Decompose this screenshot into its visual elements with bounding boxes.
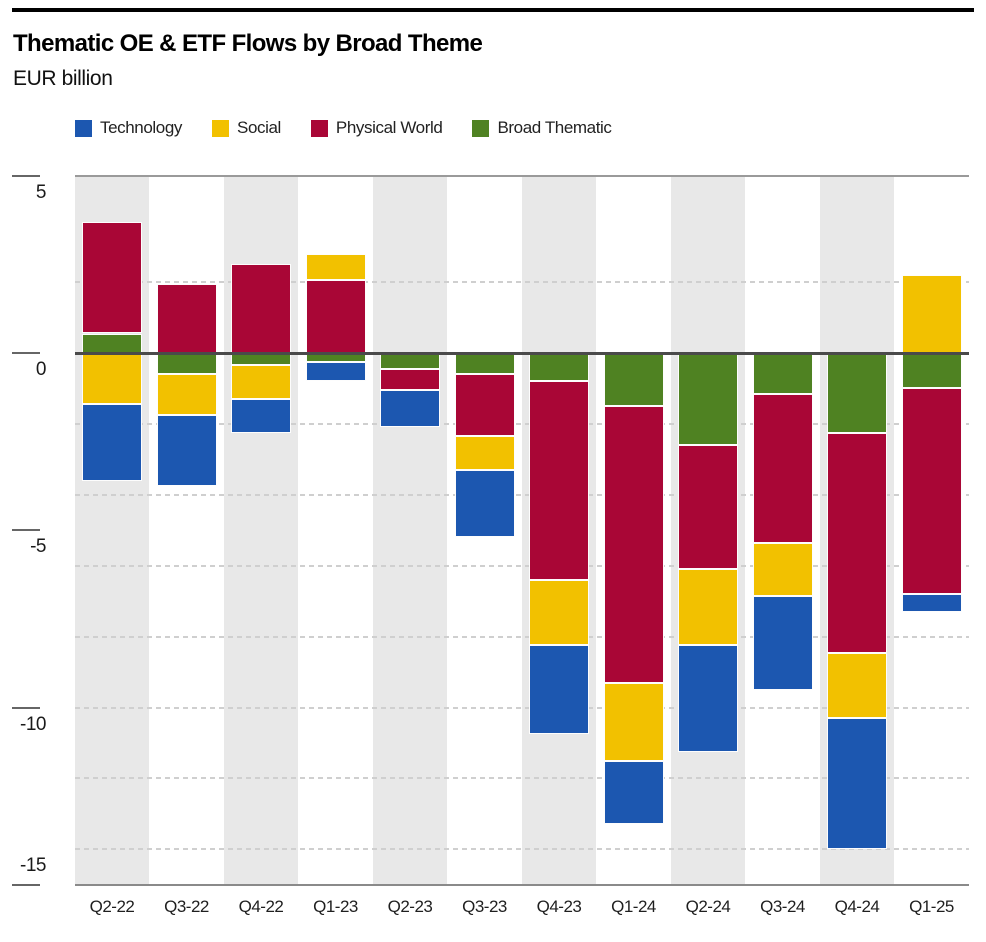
y-tick-label--5: -5 [30,536,46,558]
bar-segment-Q1-24-broad-thematic [603,353,664,407]
title-rule [12,8,974,12]
zero-axis-line [74,351,969,355]
bar-segment-Q2-23-physical-world [380,368,440,391]
bar-segment-Q2-24-technology [678,645,738,752]
bar-segment-Q3-22-technology [156,415,217,486]
legend-item-technology: Technology [75,118,182,138]
bar-segment-Q1-23-physical-world [305,280,366,353]
legend-label: Technology [100,118,183,137]
x-axis-line [74,883,969,886]
bar-segment-Q3-23-social [454,436,515,470]
x-axis-label-Q4-22: Q4-22 [238,896,284,916]
x-axis-label-Q4-24: Q4-24 [834,896,880,916]
legend-swatch-icon [212,119,230,137]
x-axis-label-Q2-24: Q2-24 [685,896,731,916]
bar-segment-Q3-22-broad-thematic [156,353,217,375]
x-axis-label-Q2-23: Q2-23 [387,896,433,916]
gridline--6 [74,564,969,567]
y-tick-label-0: 0 [35,359,47,380]
x-axis-label-Q3-24: Q3-24 [760,896,805,916]
bar-segment-Q1-23-technology [305,361,366,382]
bar-segment-Q1-24-technology [603,760,664,825]
bar-segment-Q3-23-technology [454,469,515,538]
bar-segment-Q3-24-physical-world [752,393,813,543]
bar-segment-Q2-22-physical-world [82,221,142,334]
y-tick-label-5: 5 [35,181,47,203]
x-axis-label-Q1-24: Q1-24 [611,896,656,916]
bar-segment-Q3-22-physical-world [156,283,217,353]
x-axis-label-Q4-23: Q4-23 [536,896,582,916]
legend-item-physical-world: Physical World [310,118,443,138]
y-tick-label--15: -15 [20,854,46,876]
bar-segment-Q2-24-physical-world [678,445,738,570]
legend-label: Social [237,118,281,137]
legend-label: Physical World [335,118,443,137]
bar-segment-Q1-25-technology [901,594,962,612]
bar-segment-Q3-23-physical-world [454,374,515,437]
legend-label: Broad Thematic [497,118,612,137]
column-band-Q2-23 [372,175,448,885]
bar-segment-Q4-23-technology [529,645,589,735]
gridline--8 [74,635,969,638]
gridline--4 [74,493,969,496]
bar-segment-Q3-22-social [156,374,217,416]
bar-segment-Q1-23-social [305,253,366,281]
chart-unit-subtitle: EUR billion [13,67,113,90]
bar-segment-Q3-24-broad-thematic [752,353,813,394]
gridline--14 [74,848,969,851]
plot-top-border [74,174,969,177]
bar-segment-Q3-23-broad-thematic [454,353,515,375]
bar-segment-Q4-22-technology [231,399,291,433]
y-tick--10 [12,706,40,709]
bar-segment-Q2-23-technology [380,390,440,428]
x-axis-label-Q1-23: Q1-23 [313,896,358,916]
gridline-2 [74,281,969,284]
x-axis-label-Q2-22: Q2-22 [89,896,135,916]
bar-segment-Q1-25-broad-thematic [901,353,962,389]
bar-segment-Q4-24-social [827,652,887,719]
bar-segment-Q1-25-social [901,275,962,353]
bar-segment-Q3-24-technology [752,595,813,690]
y-tick--15 [12,883,40,886]
y-tick-5 [12,174,40,177]
legend-swatch-icon [310,119,328,137]
bar-segment-Q2-24-social [678,569,738,646]
gridline--12 [74,777,969,780]
bar-segment-Q2-22-broad-thematic [82,333,142,353]
x-axis-label-Q3-23: Q3-23 [462,896,507,916]
bar-segment-Q2-22-social [82,353,142,405]
bar-segment-Q4-22-broad-thematic [231,353,291,366]
bar-segment-Q4-22-physical-world [231,264,291,353]
legend-item-social: Social [212,118,281,138]
x-axis-label-Q3-22: Q3-22 [164,896,209,916]
bar-segment-Q1-24-social [603,682,664,761]
legend-swatch-icon [472,119,490,137]
bar-segment-Q1-25-physical-world [901,388,962,595]
legend: Technology Social Physical World Broad Them… [75,118,612,138]
chart-title: Thematic OE & ETF Flows by Broad Theme [13,30,483,57]
bar-segment-Q2-23-broad-thematic [380,353,440,369]
y-tick-label--10: -10 [20,713,46,735]
bar-segment-Q4-23-broad-thematic [529,353,589,382]
bar-segment-Q4-23-physical-world [529,381,589,580]
legend-item-broad-thematic: Broad Thematic [472,118,612,138]
gridline--2 [74,422,969,425]
legend-swatch-icon [75,119,92,137]
bar-segment-Q2-22-technology [82,404,142,481]
bar-segment-Q2-24-broad-thematic [678,353,738,446]
bar-segment-Q3-24-social [752,542,813,596]
bar-segment-Q1-24-physical-world [603,406,664,683]
y-tick--5 [12,529,40,532]
bar-segment-Q4-22-social [231,365,291,400]
bar-segment-Q4-23-social [529,579,589,646]
bar-segment-Q4-24-physical-world [827,432,887,653]
y-tick-0 [12,352,40,354]
bar-segment-Q4-24-broad-thematic [827,353,887,433]
bar-segment-Q4-24-technology [827,718,887,850]
x-axis-label-Q1-25: Q1-25 [909,896,954,916]
gridline--10 [74,706,969,709]
